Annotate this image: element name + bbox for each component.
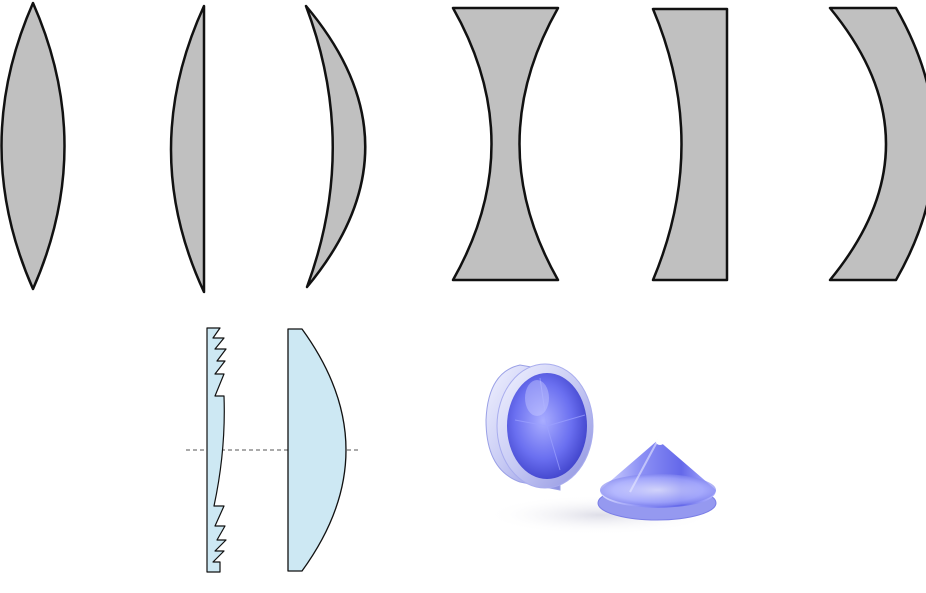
axicon-cone xyxy=(597,439,717,521)
positive-meniscus-lens-shape xyxy=(304,4,367,289)
biconvex-lens-shape xyxy=(0,1,66,291)
fresnel-lens-profile xyxy=(206,327,227,573)
axicon-photo xyxy=(485,363,717,535)
plano-convex-lens-shape xyxy=(169,4,206,294)
biconcave-lens-shape xyxy=(451,6,560,282)
plano-concave-lens-shape xyxy=(651,7,729,282)
plano-convex-lens-profile xyxy=(287,328,347,572)
axicon-in-mount xyxy=(485,363,594,491)
negative-meniscus-lens-shape xyxy=(828,6,926,282)
